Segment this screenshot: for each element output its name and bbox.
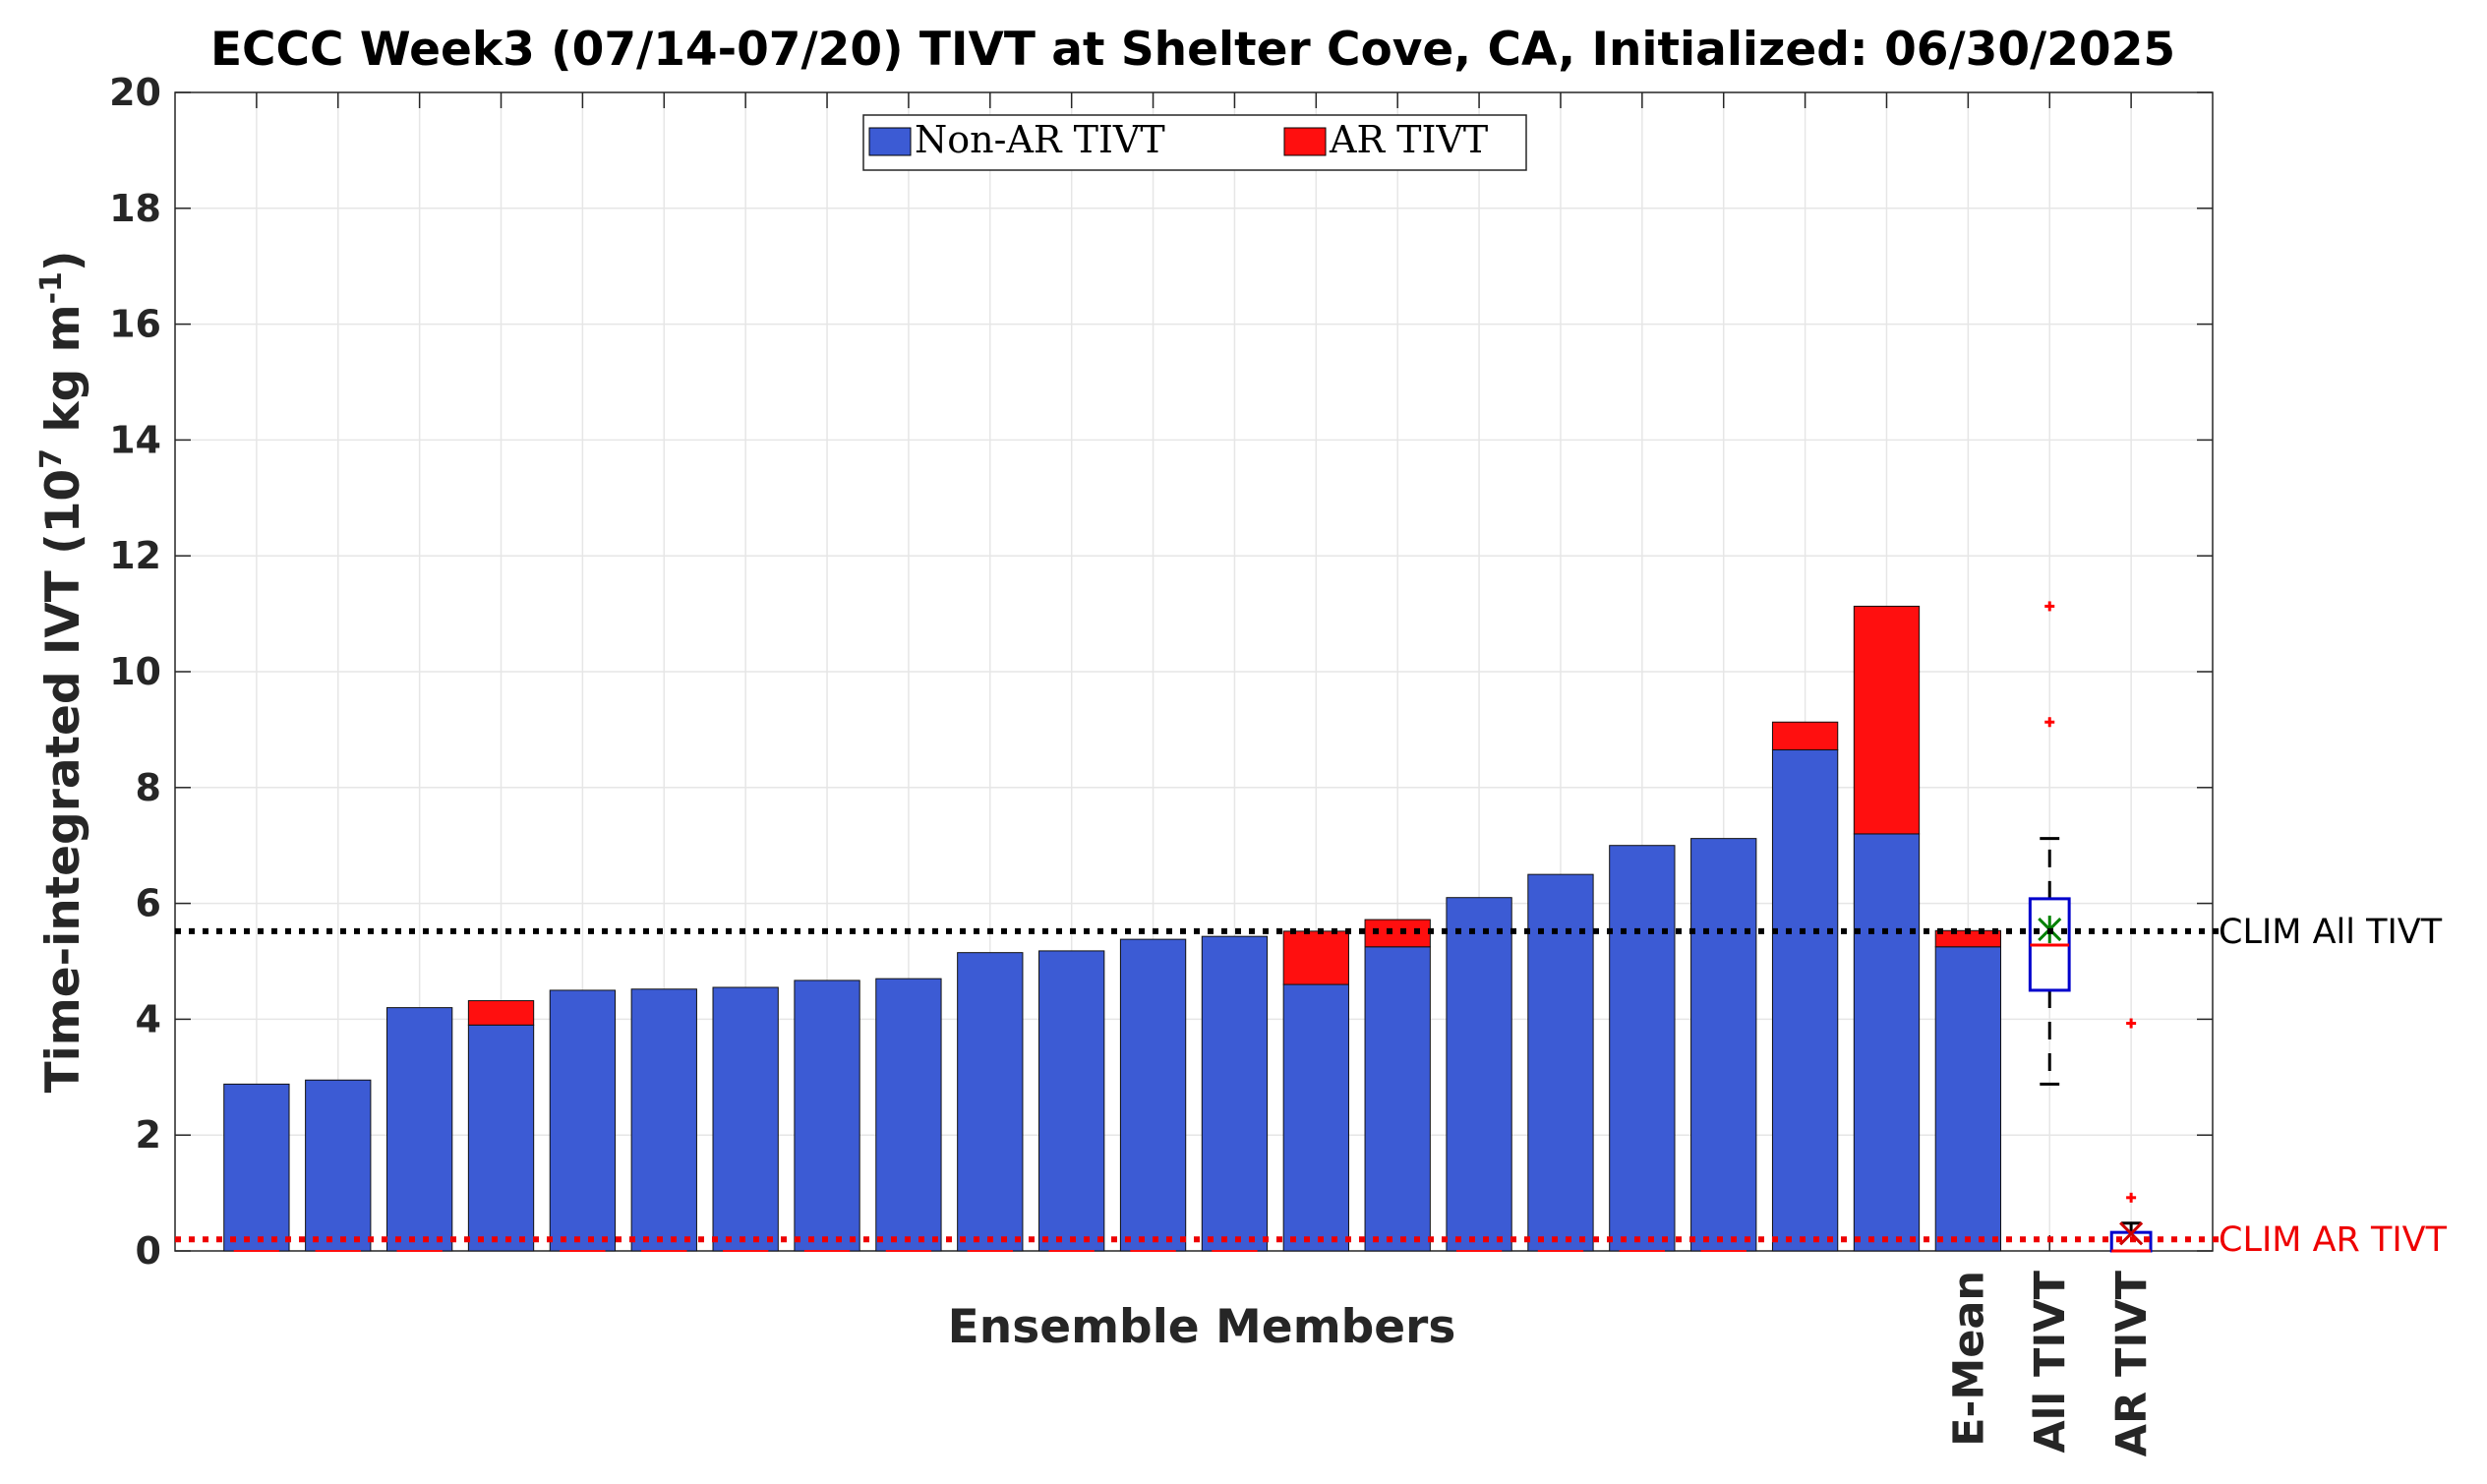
y-tick-label: 0 xyxy=(136,1229,161,1273)
bar-non-ar xyxy=(1201,935,1269,1252)
legend-label-non-ar: Non-AR TIVT xyxy=(915,118,1165,161)
y-axis-label: Time-integrated IVT (107 kg m-1) xyxy=(34,251,90,1094)
bar-non-ar xyxy=(1119,938,1187,1252)
legend-swatch-ar xyxy=(1283,127,1327,156)
bar-non-ar xyxy=(549,989,617,1252)
bar-non-ar xyxy=(630,988,697,1252)
bar-non-ar xyxy=(1690,838,1757,1252)
chart-title: ECCC Week3 (07/14-07/20) TIVT at Shelter… xyxy=(210,23,2175,77)
bar-non-ar xyxy=(1609,845,1676,1252)
bar-non-ar xyxy=(305,1079,372,1252)
bar-non-ar xyxy=(712,986,779,1252)
category-label: All TIVT xyxy=(2026,1270,2075,1453)
y-axis-label-main: Time-integrated IVT (10 xyxy=(36,469,90,1094)
y-tick-label: 8 xyxy=(136,766,161,809)
bar-non-ar xyxy=(1934,946,2002,1252)
bars xyxy=(223,605,2002,1252)
y-tick-label: 18 xyxy=(109,187,161,230)
category-label: E-Mean xyxy=(1944,1271,1993,1447)
y-tick-label: 2 xyxy=(136,1113,161,1157)
bar-non-ar xyxy=(1282,983,1349,1252)
box-mean-marker xyxy=(2119,1221,2144,1246)
bar-non-ar xyxy=(875,978,942,1252)
bar-non-ar xyxy=(1527,873,1594,1252)
y-tick-label: 20 xyxy=(109,71,161,114)
bar-ar xyxy=(1853,605,1921,835)
y-tick-label: 14 xyxy=(109,418,161,461)
clim-ar-label: CLIM AR TIVT xyxy=(2219,1220,2448,1260)
category-label: AR TIVT xyxy=(2107,1270,2157,1456)
bar-ar xyxy=(467,1000,535,1026)
y-axis-label-mid: kg m xyxy=(36,304,90,448)
y-tick-label: 16 xyxy=(109,303,161,346)
bar-non-ar xyxy=(385,1007,453,1252)
y-axis-label-exp1: 7 xyxy=(34,448,69,469)
bar-non-ar xyxy=(957,952,1024,1252)
y-tick-label: 12 xyxy=(109,534,161,577)
y-axis-label-end: ) xyxy=(36,251,90,271)
legend-swatch-non-ar xyxy=(868,127,912,156)
bar-non-ar xyxy=(223,1083,290,1252)
bar-non-ar xyxy=(1446,897,1512,1252)
legend: Non-AR TIVT AR TIVT xyxy=(862,114,1527,171)
legend-box xyxy=(862,114,1527,171)
bar-non-ar xyxy=(1771,749,1839,1252)
boxplots xyxy=(2028,601,2153,1253)
y-tick-label: 10 xyxy=(109,650,161,693)
clim-all-label: CLIM All TIVT xyxy=(2219,913,2443,952)
category-labels: E-Mean All TIVT AR TIVT xyxy=(1944,1270,2157,1456)
bar-non-ar xyxy=(467,1024,535,1252)
bar-non-ar xyxy=(1038,950,1105,1252)
legend-label-ar: AR TIVT xyxy=(1329,118,1488,161)
y-tick-label: 4 xyxy=(136,997,161,1040)
bar-ar xyxy=(1771,721,1839,751)
x-axis-label: Ensemble Members xyxy=(948,1300,1456,1354)
bar-ar xyxy=(1282,930,1349,985)
bar-non-ar xyxy=(1853,833,1921,1252)
y-tick-label: 6 xyxy=(136,882,161,925)
y-axis-label-exp2: -1 xyxy=(34,271,69,304)
reference-lines: CLIM All TIVT CLIM AR TIVT xyxy=(175,913,2448,1260)
bar-non-ar xyxy=(794,979,860,1252)
bar-non-ar xyxy=(1364,946,1431,1252)
